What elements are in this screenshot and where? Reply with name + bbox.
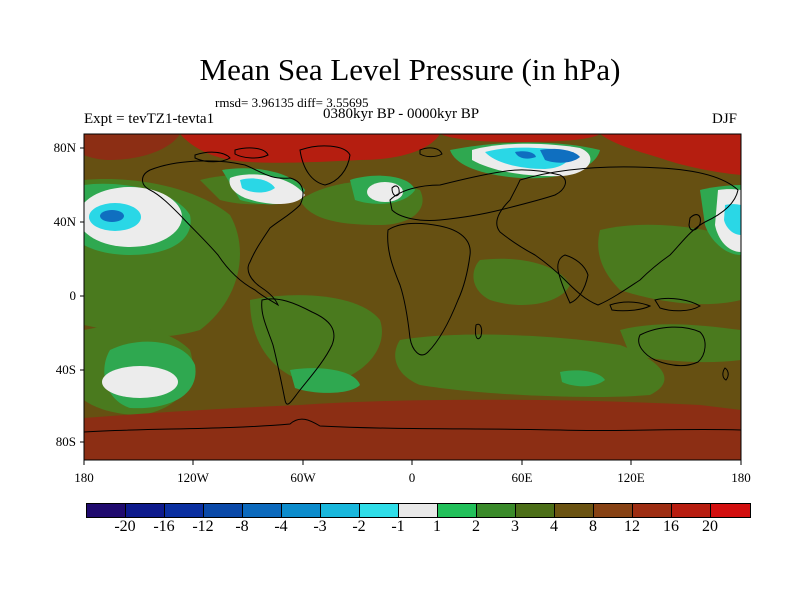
colorbar-level-label: 16 (663, 518, 679, 535)
period-label: 0380kyr BP - 0000kyr BP (323, 106, 480, 122)
coastlines (84, 145, 741, 433)
colorbar-swatch (711, 504, 750, 517)
colorbar-swatch (282, 504, 321, 517)
green-regions (84, 174, 741, 415)
blue-regions (100, 148, 580, 222)
colorbar-level-label: -16 (153, 518, 175, 535)
colorbar-swatch (672, 504, 711, 517)
colorbar-swatch (321, 504, 360, 517)
colorbar-level-label: -4 (274, 518, 288, 535)
lon-label-0: 0 (408, 470, 416, 485)
colorbar-swatch (633, 504, 672, 517)
colorbar-level-label: 12 (624, 518, 640, 535)
colorbar-level-label: -8 (235, 518, 249, 535)
lon-label-60e: 60E (511, 470, 533, 485)
colorbar-level-label: -2 (352, 518, 366, 535)
lon-ticks (83, 460, 742, 465)
colorbar-swatch (594, 504, 633, 517)
colorbar-swatch (87, 504, 126, 517)
colorbar (86, 503, 751, 518)
colorbar-swatch (165, 504, 204, 517)
lon-label-180w: 180 (74, 470, 94, 485)
lat-label-40n: 40N (53, 214, 76, 229)
colorbar-swatch (516, 504, 555, 517)
colorbar-swatch (126, 504, 165, 517)
colorbar-swatch (204, 504, 243, 517)
season-label: DJF (712, 111, 738, 127)
colorbar-level-label: -3 (313, 518, 327, 535)
colorbar-swatch (477, 504, 516, 517)
red-regions (180, 134, 741, 175)
colorbar-level-label: 3 (511, 518, 519, 535)
colorbar-level-label: 1 (433, 518, 441, 535)
colorbar-swatch (399, 504, 438, 517)
colorbar-level-label: 4 (550, 518, 558, 535)
lat-ticks (80, 147, 84, 443)
lat-label-0: 0 (69, 288, 77, 303)
colorbar-level-label: -20 (114, 518, 136, 535)
lat-label-80n: 80N (53, 140, 76, 155)
colorbar-level-label: 20 (702, 518, 718, 535)
lat-label-40s: 40S (55, 362, 76, 377)
map-field (84, 134, 741, 460)
colorbar-swatch (555, 504, 594, 517)
lon-label-120e: 120E (617, 470, 645, 485)
dark-red-regions (84, 134, 741, 460)
experiment-label: Expt = tevTZ1-tevta1 (84, 111, 215, 127)
colorbar-swatch (438, 504, 477, 517)
lon-label-120w: 120W (177, 470, 209, 485)
lon-label-180e: 180 (731, 470, 751, 485)
page-title: Mean Sea Level Pressure (in hPa) (199, 52, 621, 87)
rmsd-label: rmsd= 3.96135 diff= 3.55695 (215, 95, 369, 110)
colorbar-swatch (360, 504, 399, 517)
colorbar-level-label: 2 (472, 518, 480, 535)
colorbar-level-label: 8 (589, 518, 597, 535)
colorbar-level-label: -12 (192, 518, 214, 535)
colorbar-level-label: -1 (391, 518, 405, 535)
lon-label-60w: 60W (290, 470, 316, 485)
colorbar-swatch (243, 504, 282, 517)
lat-label-80s: 80S (55, 434, 76, 449)
